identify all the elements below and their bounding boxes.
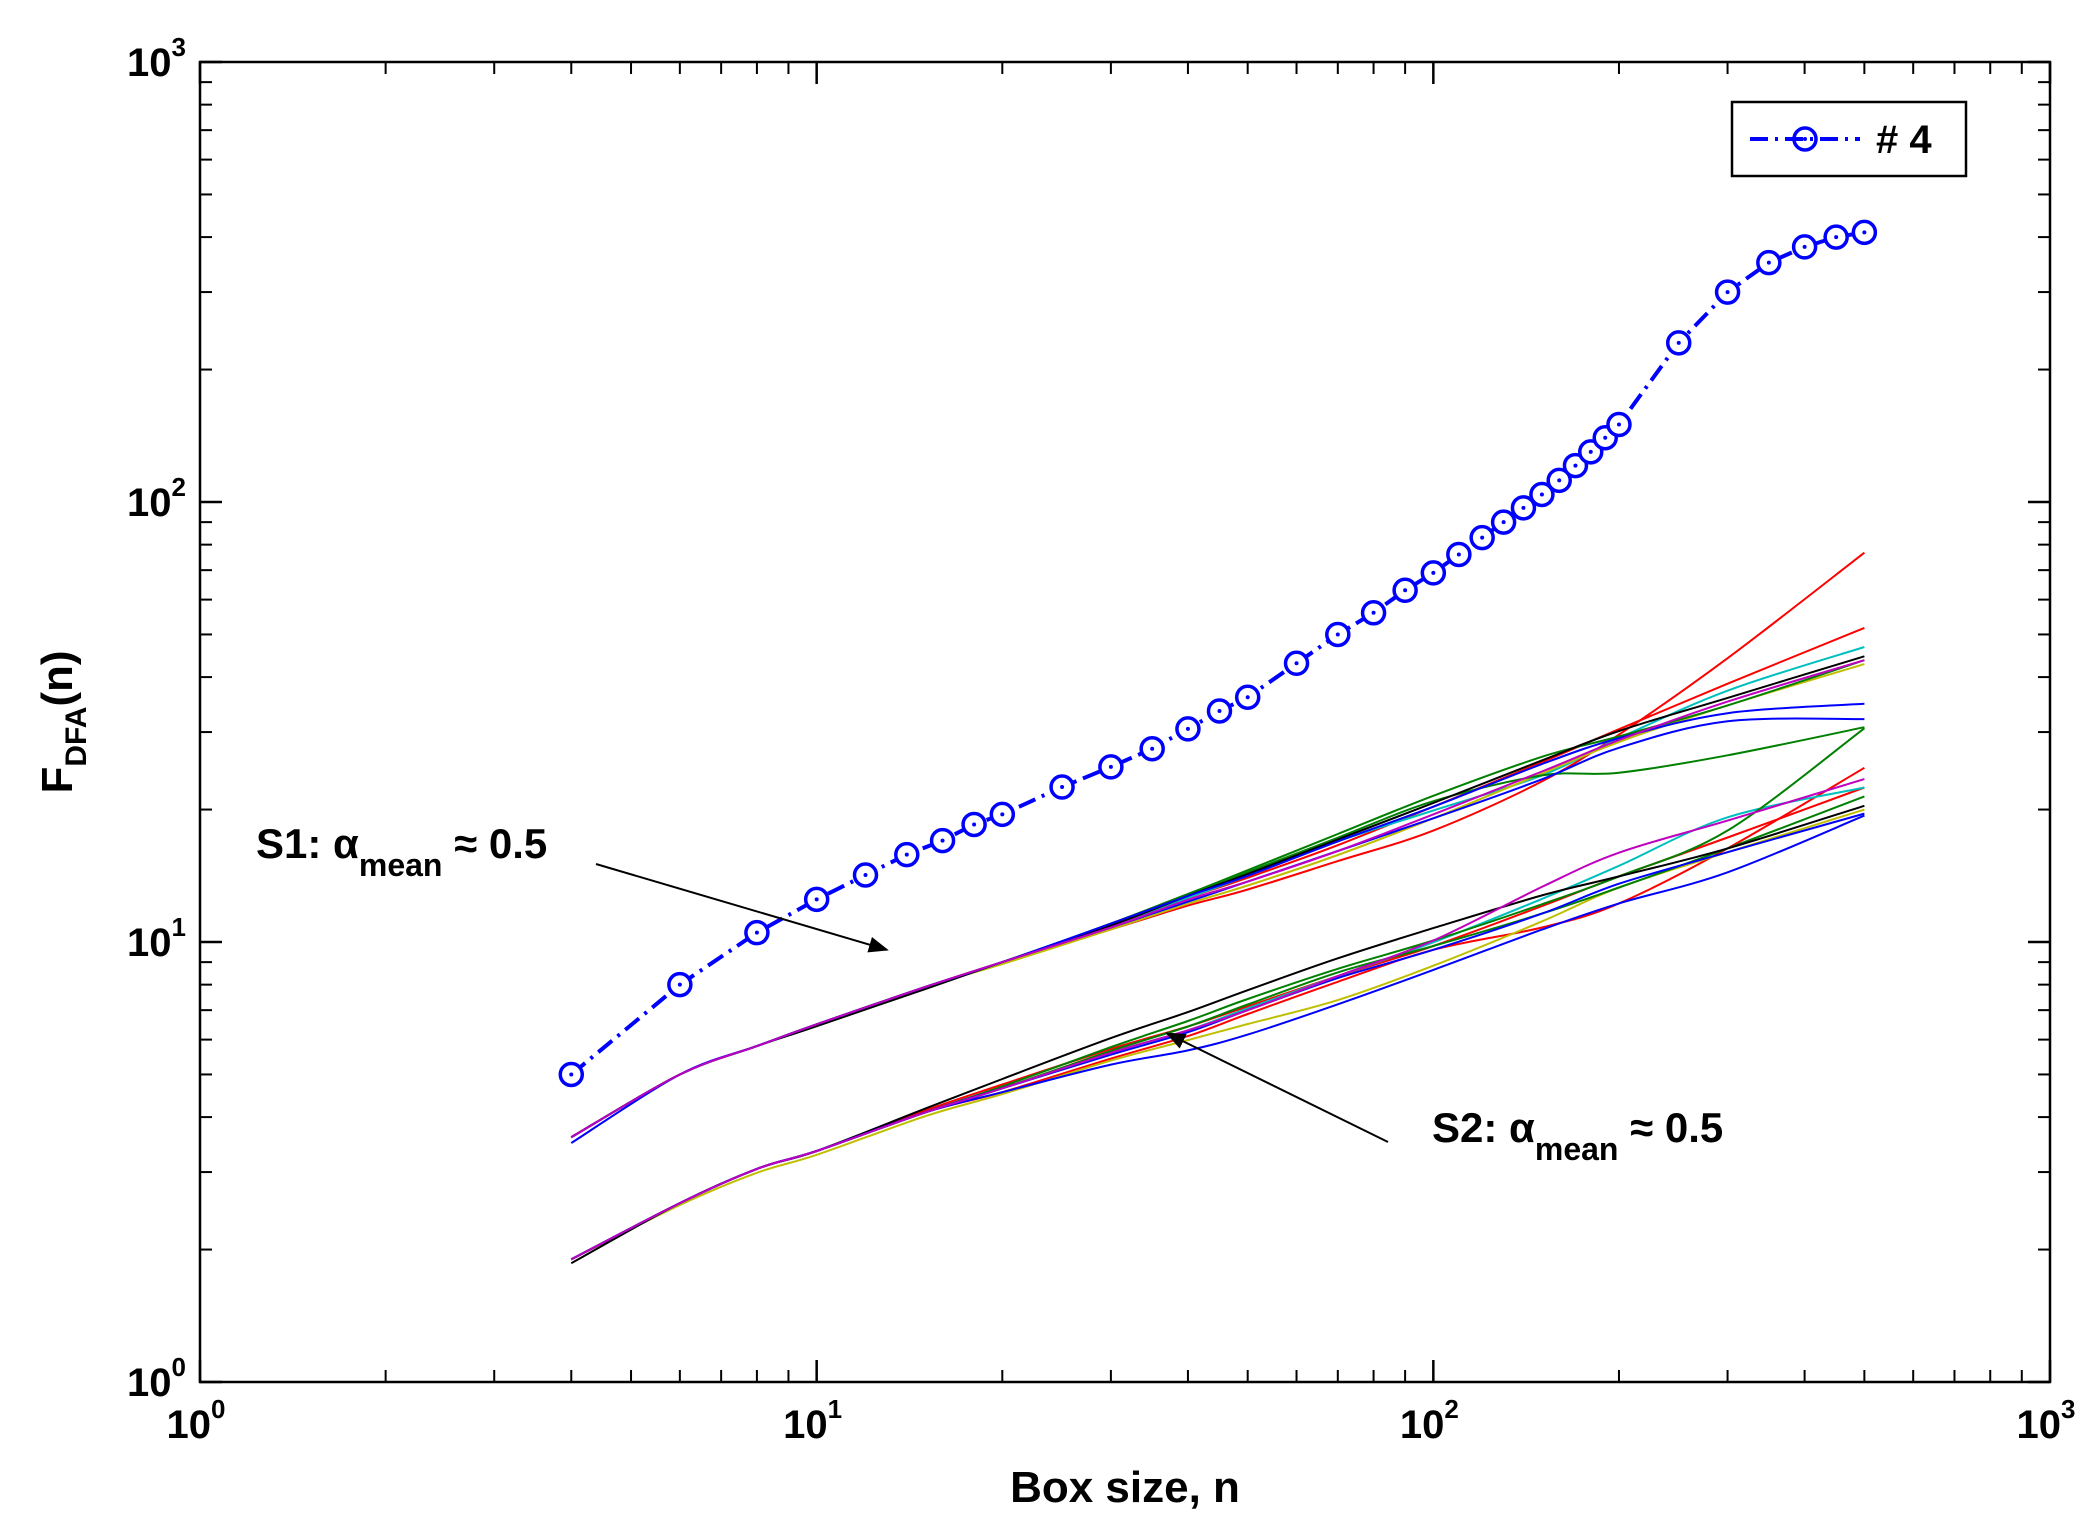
annotation-s2-alpha: α [1509, 1104, 1535, 1151]
y-tick-label: 103 [127, 32, 186, 85]
series-4-point-dot [1480, 535, 1485, 540]
y-tick-label: 102 [127, 472, 186, 525]
series-4-point-dot [1335, 632, 1340, 637]
annotation-s2: S2: αmean ≈ 0.5 [1165, 1032, 1723, 1167]
series-4-point-dot [814, 897, 819, 902]
series-4-point-dot [1150, 746, 1155, 751]
y-tick-label: 100 [127, 1352, 186, 1405]
x-tick-label: 102 [1400, 1394, 1459, 1447]
annotation-s2-subscript: mean [1535, 1131, 1619, 1167]
y-axis-title-main: F [33, 767, 82, 794]
series-4-point-dot [1676, 340, 1681, 345]
s1-series-line-10 [570, 659, 1865, 1139]
annotation-s2-suffix: ≈ 0.5 [1618, 1104, 1723, 1151]
series-4-point-dot [863, 872, 868, 877]
series-4-point-dot [677, 982, 682, 987]
x-axis-ticks: 100 101 102 103 [167, 62, 2076, 1447]
series-4-point-dot [1616, 422, 1621, 427]
series-4-point-dot [1766, 260, 1771, 265]
series-4-point-dot [940, 838, 945, 843]
series-4-point-dot [1834, 235, 1839, 240]
s1-series-group [570, 551, 1866, 1144]
series-4-point-dot [1603, 435, 1608, 440]
legend: # 4 [1730, 100, 1968, 178]
x-tick-label: 103 [2017, 1394, 2076, 1447]
plot-frame [198, 60, 2052, 1384]
series-4-point-dot [1588, 449, 1593, 454]
series-4-point-dot [1108, 764, 1113, 769]
series-4-point-dot [1060, 785, 1065, 790]
series-4-point-dot [1725, 290, 1730, 295]
svg-text:S2: αmean ≈ 0.5: S2: αmean ≈ 0.5 [1432, 1104, 1723, 1167]
annotation-s2-arrow [1165, 1032, 1389, 1143]
y-axis-title-sub: DFA [60, 707, 93, 767]
annotation-s1-prefix: S1: [256, 820, 333, 867]
legend-marker-dot [1803, 137, 1807, 141]
minor-ticks [200, 62, 2050, 1382]
s2-series-line-10 [570, 778, 1865, 1261]
series-4-point-dot [1294, 661, 1299, 666]
series-4-point-dot [1557, 478, 1562, 483]
series-4-point-dot [1539, 492, 1544, 497]
plot-area [200, 62, 2050, 1382]
y-axis-title-suffix: (n) [33, 650, 82, 706]
series-4-point-dot [1573, 463, 1578, 468]
series-4-group [558, 219, 1878, 1088]
series-4-point-dot [1802, 244, 1807, 249]
series-4-point-dot [1521, 505, 1526, 510]
series-4-point-dot [1371, 610, 1376, 615]
series-4-point-dot [754, 930, 759, 935]
annotation-s1-subscript: mean [359, 847, 443, 883]
annotation-s1-arrow [595, 863, 889, 953]
annotation-s1-suffix: ≈ 0.5 [442, 820, 547, 867]
x-tick-label: 101 [783, 1394, 842, 1447]
series-4-point-dot [1456, 552, 1461, 557]
legend-box [1730, 100, 1968, 178]
series-4-point-dot [1431, 570, 1436, 575]
svg-text:S1: αmean ≈ 0.5: S1: αmean ≈ 0.5 [256, 820, 547, 883]
s2-series-group [570, 727, 1865, 1265]
x-tick-label: 100 [167, 1394, 226, 1447]
legend-marker-circle [1792, 126, 1818, 152]
series-4-point-dot [1862, 230, 1867, 235]
series-4-point-dot [1217, 708, 1222, 713]
series-4-point-dot [972, 822, 977, 827]
series-4-point-dot [1403, 588, 1408, 593]
annotation-s2-prefix: S2: [1432, 1104, 1509, 1151]
series-4-point-dot [904, 852, 909, 857]
y-tick-label: 101 [127, 912, 186, 965]
series-4-point-dot [1185, 726, 1190, 731]
annotation-s1-alpha: α [333, 820, 359, 867]
series-4-point-dot [1245, 695, 1250, 700]
series-4-point-dot [1501, 520, 1506, 525]
series-4-point-dot [569, 1072, 574, 1077]
x-axis-title: Box size, n [1010, 1463, 1240, 1512]
legend-label: # 4 [1876, 118, 1932, 162]
annotation-s1: S1: αmean ≈ 0.5 [256, 820, 889, 953]
series-4-point-dot [1000, 812, 1005, 817]
y-axis-title: FDFA(n) [33, 650, 93, 793]
